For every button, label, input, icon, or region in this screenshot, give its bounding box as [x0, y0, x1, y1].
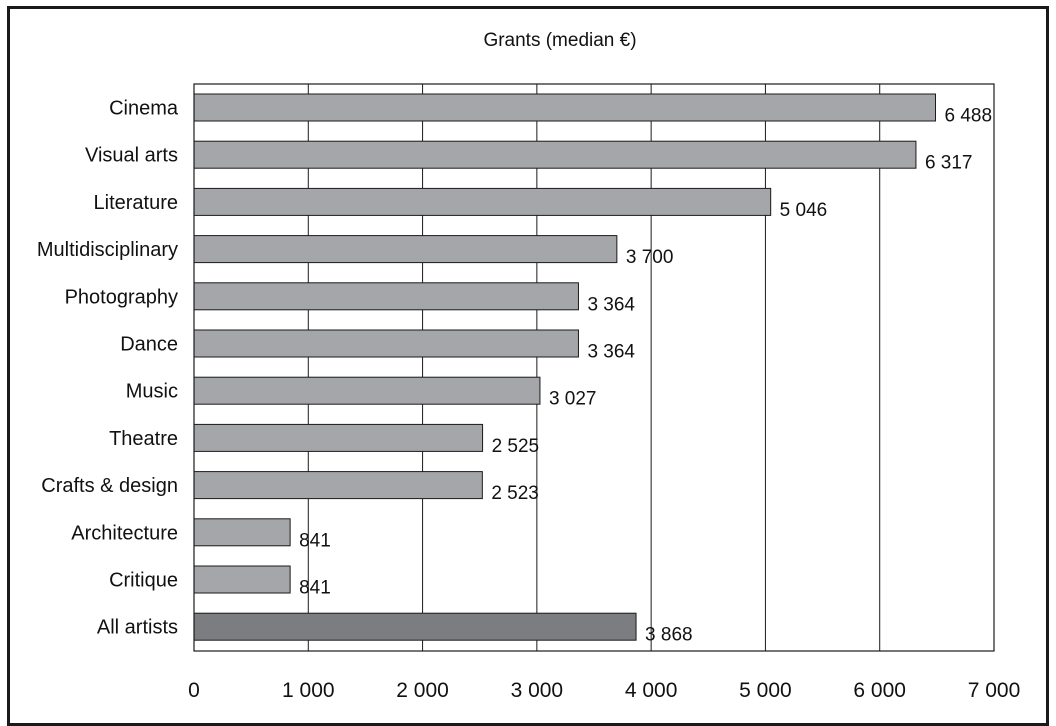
x-tick-label: 1 000	[282, 679, 335, 702]
value-label: 3 364	[587, 294, 635, 315]
bar	[193, 282, 579, 311]
x-tick-label: 3 000	[511, 679, 564, 702]
bar	[193, 565, 291, 594]
value-label: 841	[299, 530, 331, 551]
bar	[193, 612, 637, 641]
x-tick-label: 7 000	[968, 679, 1021, 702]
value-label: 3 027	[549, 389, 597, 410]
plot-area-border	[193, 83, 995, 652]
bar	[193, 376, 541, 405]
category-label: Architecture	[71, 522, 178, 544]
category-label: Literature	[94, 192, 179, 214]
value-label: 2 523	[491, 483, 539, 504]
x-tick-label: 4 000	[625, 679, 678, 702]
bar	[193, 187, 772, 216]
value-label: 6 488	[944, 106, 992, 127]
grid-lines	[307, 84, 881, 651]
value-label: 3 868	[645, 625, 693, 646]
chart-frame	[7, 6, 1049, 726]
category-label: Cinema	[109, 98, 179, 120]
x-tick-label: 6 000	[853, 679, 906, 702]
category-label: Visual arts	[85, 145, 178, 167]
category-label: Crafts & design	[41, 475, 178, 497]
value-label: 841	[299, 578, 331, 599]
category-label: All artists	[97, 617, 178, 639]
category-label: Dance	[120, 334, 178, 356]
category-labels: Cinema Visual arts Literature Multidiscipli…	[37, 98, 179, 639]
value-label: 6 317	[925, 153, 973, 174]
bar	[193, 423, 484, 452]
value-label: 3 700	[626, 247, 674, 268]
category-label: Photography	[65, 286, 178, 308]
value-label: 3 364	[587, 342, 635, 363]
x-tick-label: 2 000	[396, 679, 449, 702]
chart-title: Grants (median €)	[483, 30, 636, 51]
bars	[193, 93, 936, 641]
bar	[193, 329, 579, 358]
bar	[193, 518, 291, 547]
category-label: Theatre	[109, 428, 178, 450]
bar	[193, 235, 618, 264]
x-tick-labels: 0 1 000 2 000 3 000 4 000 5 000 6 000 7 000	[188, 679, 1020, 702]
x-tick-label: 5 000	[739, 679, 792, 702]
x-tick-label: 0	[188, 679, 200, 702]
bar	[193, 471, 483, 500]
value-label: 5 046	[780, 200, 828, 221]
category-label: Critique	[109, 570, 178, 592]
category-label: Music	[126, 381, 178, 403]
bar	[193, 140, 917, 169]
value-label: 2 525	[492, 436, 540, 457]
category-label: Multidisciplinary	[37, 239, 178, 261]
bar	[193, 93, 936, 122]
value-labels: 6 488 6 317 5 046 3 700 3 364 3 364 3 027 2 525…	[299, 106, 992, 646]
